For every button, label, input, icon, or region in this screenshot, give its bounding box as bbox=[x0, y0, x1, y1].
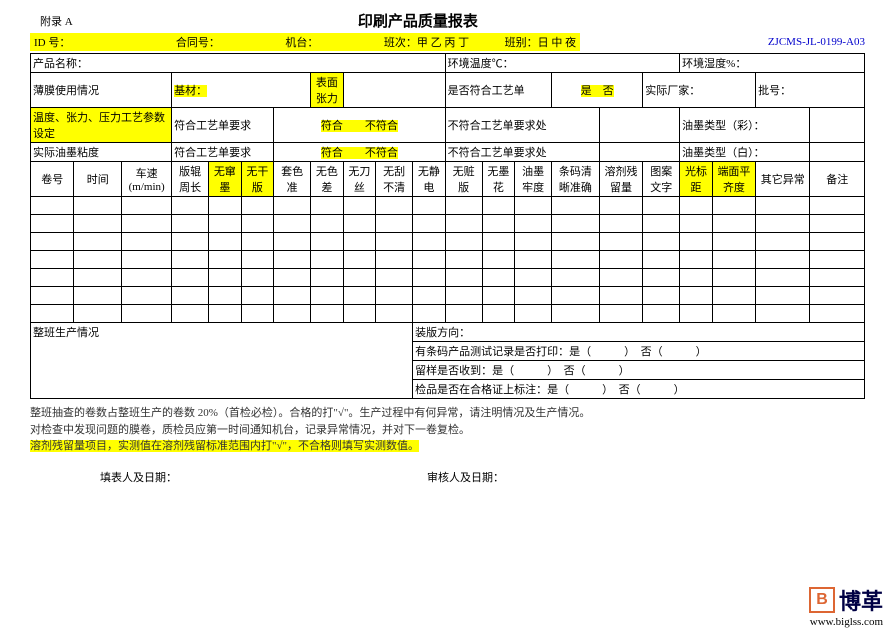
note-3: 溶剂残留量项目，实测值在溶剂残留标准范围内打"√"，不合格则填写实测数值。 bbox=[30, 440, 419, 452]
shift-opts: 甲 乙 丙 丁 bbox=[417, 37, 469, 49]
contract-label: 合同号： bbox=[176, 37, 220, 49]
class-label: 班别： bbox=[505, 37, 538, 49]
quality-table: 产品名称： 环境温度℃： 环境湿度%： 薄膜使用情况 基材： 表面张力 是否符合… bbox=[30, 53, 865, 399]
col-rollno: 卷号 bbox=[31, 162, 74, 197]
sign-filler: 填表人及日期： bbox=[100, 469, 177, 485]
signature-row: 填表人及日期： 审核人及日期： bbox=[30, 469, 883, 485]
col-noink: 无窜墨 bbox=[209, 162, 242, 197]
env-hum: 环境湿度%： bbox=[680, 54, 865, 73]
header-row: 卷号 时间 车速(m/min) 版辊周长 无窜墨 无干版 套色准 无色差 无刀丝… bbox=[31, 162, 865, 197]
table-row bbox=[31, 269, 865, 287]
base-label: 基材： bbox=[172, 73, 311, 108]
inktype-color: 油墨类型（彩）： bbox=[680, 108, 810, 143]
sign-reviewer: 审核人及日期： bbox=[427, 469, 504, 485]
visc-label: 实际油墨粘度 bbox=[31, 143, 172, 162]
col-register: 套色准 bbox=[274, 162, 311, 197]
conform1: 符合 不符合 bbox=[274, 108, 446, 143]
logo: B 博革 www.biglss.com bbox=[809, 584, 883, 628]
logo-text: 博革 bbox=[839, 584, 883, 616]
col-noknife: 无刀丝 bbox=[343, 162, 376, 197]
table-row bbox=[31, 287, 865, 305]
table-row bbox=[31, 251, 865, 269]
film-label: 薄膜使用情况 bbox=[31, 73, 172, 108]
cert-mark: 检品是否在合格证上标注：是（ ） 否（ ） bbox=[413, 380, 865, 399]
col-nodry: 无干版 bbox=[241, 162, 274, 197]
row-product: 产品名称： 环境温度℃： 环境湿度%： bbox=[31, 54, 865, 73]
col-speed: 车速(m/min) bbox=[122, 162, 172, 197]
shift-label: 班次： bbox=[384, 37, 417, 49]
col-plate: 版辊周长 bbox=[172, 162, 209, 197]
nonconf1: 不符合工艺单要求处 bbox=[445, 108, 599, 143]
table-row bbox=[31, 215, 865, 233]
col-remark: 备注 bbox=[810, 162, 865, 197]
factory-label: 实际厂家： bbox=[643, 73, 756, 108]
row-viscosity: 实际油墨粘度 符合工艺单要求 符合 不符合 不符合工艺单要求处 油墨类型（白）： bbox=[31, 143, 865, 162]
col-cursor: 光标距 bbox=[680, 162, 713, 197]
summary-label: 整班生产情况 bbox=[31, 323, 413, 399]
sample-recv: 留样是否收到：是（ ） 否（ ） bbox=[413, 361, 865, 380]
plate-dir: 装版方向： bbox=[413, 323, 865, 342]
logo-url: www.biglss.com bbox=[809, 616, 883, 628]
col-noscratch: 无刮不清 bbox=[376, 162, 413, 197]
col-nodirty: 无赃版 bbox=[445, 162, 482, 197]
yesno: 是 否 bbox=[552, 73, 643, 108]
nonconf2: 不符合工艺单要求处 bbox=[445, 143, 599, 162]
col-nocolor: 无色差 bbox=[311, 162, 344, 197]
col-endface: 端面平齐度 bbox=[712, 162, 755, 197]
col-inkfast: 油墨牢度 bbox=[515, 162, 552, 197]
table-row bbox=[31, 305, 865, 323]
note-1: 整班抽查的卷数占整班生产的卷数 20%（首检必检）。合格的打"√"。生产过程中有… bbox=[30, 405, 883, 422]
env-temp: 环境温度℃： bbox=[445, 54, 680, 73]
col-time: 时间 bbox=[74, 162, 122, 197]
notes-block: 整班抽查的卷数占整班生产的卷数 20%（首检必检）。合格的打"√"。生产过程中有… bbox=[30, 405, 883, 455]
tension-label: 表面张力 bbox=[311, 73, 344, 108]
page-title: 印刷产品质量报表 bbox=[73, 10, 763, 31]
row-summary: 整班生产情况 装版方向： bbox=[31, 323, 865, 342]
col-pattern: 图案文字 bbox=[643, 162, 680, 197]
doc-code: ZJCMS-JL-0199-A03 bbox=[768, 36, 865, 48]
col-barcode: 条码清晰准确 bbox=[552, 162, 600, 197]
req2: 符合工艺单要求 bbox=[172, 143, 274, 162]
barcode-print: 有条码产品测试记录是否打印：是（ ） 否（ ） bbox=[413, 342, 865, 361]
inktype-white: 油墨类型（白）： bbox=[680, 143, 810, 162]
col-nostatic: 无静电 bbox=[413, 162, 446, 197]
class-opts: 日 中 夜 bbox=[538, 37, 577, 49]
req1: 符合工艺单要求 bbox=[172, 108, 274, 143]
batch-label: 批号： bbox=[756, 73, 865, 108]
col-noflower: 无墨花 bbox=[482, 162, 515, 197]
table-row bbox=[31, 197, 865, 215]
id-label: ID 号： bbox=[34, 37, 70, 49]
note-2: 对检查中发现问题的膜卷，质检员应第一时间通知机台，记录异常情况，并对下一卷复检。 bbox=[30, 422, 883, 439]
appendix-label: 附录 A bbox=[40, 13, 73, 29]
conform2: 符合 不符合 bbox=[274, 143, 446, 162]
table-row bbox=[31, 233, 865, 251]
param-label: 温度、张力、压力工艺参数设定 bbox=[31, 108, 172, 143]
col-solvent: 溶剂残留量 bbox=[599, 162, 642, 197]
row-params: 温度、张力、压力工艺参数设定 符合工艺单要求 符合 不符合 不符合工艺单要求处 … bbox=[31, 108, 865, 143]
row-film: 薄膜使用情况 基材： 表面张力 是否符合工艺单 是 否 实际厂家： 批号： bbox=[31, 73, 865, 108]
col-other: 其它异常 bbox=[756, 162, 810, 197]
apply-label: 是否符合工艺单 bbox=[445, 73, 551, 108]
machine-label: 机台： bbox=[285, 37, 318, 49]
logo-icon: B bbox=[809, 587, 835, 613]
product-name: 产品名称： bbox=[31, 54, 446, 73]
